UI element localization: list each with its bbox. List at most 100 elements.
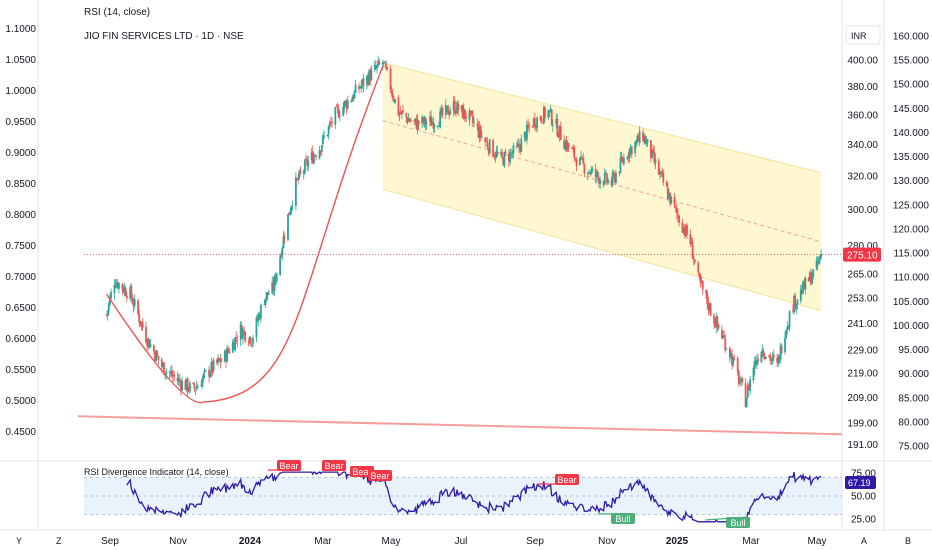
candle-body [385,63,387,69]
candle-body [662,173,665,183]
candle-body [414,118,417,121]
price-axis-tick: 400.00 [847,56,878,67]
candle-body [471,115,474,123]
candle-body [149,344,152,347]
candle-body [249,337,252,345]
corner-letter-b[interactable]: B [905,536,911,546]
candle-body [807,277,810,282]
candle-body [441,107,444,115]
candle-body [462,108,465,119]
candle-body [209,373,212,378]
candle-body [808,272,811,281]
candle-body [628,149,631,159]
candle-body [216,359,218,363]
candle-body [524,132,527,141]
candle-body [728,347,731,357]
channel-upper-line[interactable] [382,62,822,174]
channel-fill[interactable] [382,62,822,311]
right-axis-tick: 160.000 [893,32,930,43]
candle-body [131,298,134,304]
divergence-label: Bear [324,461,343,471]
candle-body [319,151,322,152]
currency-label: INR [851,31,867,41]
divergence-badge [368,470,392,481]
candle-body [533,117,536,128]
candle-body [527,124,529,128]
candle-body [335,105,338,107]
channel-lower-line[interactable] [382,188,822,312]
left-axis-tick: 0.5500 [5,365,36,376]
left-axis-tick: 0.8500 [5,179,36,190]
candle-body [282,235,285,248]
candle-body [668,193,670,198]
candle-body [310,152,313,161]
candle-body [365,75,368,85]
candle-body [464,109,466,118]
candle-body [201,378,204,387]
candle-body [146,343,149,347]
corner-letter-a[interactable]: A [861,536,867,546]
drawings[interactable] [77,66,843,436]
candle-body [421,117,424,124]
candle-body [555,118,558,125]
candle-body [247,341,250,344]
candle-body [415,119,418,129]
candle-body [579,157,581,166]
cup-arc-drawing[interactable] [105,66,384,404]
right-axis-tick: 155.000 [893,56,930,67]
candle-body [294,177,297,206]
candle-body [444,105,447,116]
regression-channel[interactable] [382,62,822,312]
candle-body [598,177,600,184]
candle-body [634,142,637,153]
candle-body [177,378,180,382]
candle-body [762,351,765,356]
divergence-badge [611,513,635,524]
divergence-badge [277,460,301,471]
candle-body [429,116,431,122]
candle-body [629,147,632,151]
currency-box[interactable] [845,25,881,45]
candle-body [532,118,535,126]
corner-letter-z[interactable]: Z [56,536,62,546]
candle-body [479,126,482,137]
bull-divergence-line [704,516,749,521]
candle-body [452,101,455,111]
price-axis-tick: 253.00 [847,294,878,305]
candle-body [400,111,403,114]
candle-body [376,65,378,69]
price-axis-tick: 209.00 [847,393,878,404]
candle-body [470,111,473,115]
corner-letter-y[interactable]: Y [16,536,22,546]
candle-body [638,131,641,143]
candle-body [739,382,741,384]
indicator-title[interactable]: RSI Divergence Indicator (14, close) [84,467,229,477]
candle-body [351,97,354,102]
candle-body [788,311,791,328]
symbol-title[interactable]: JIO FIN SERVICES LTD · 1D · NSE [84,31,244,42]
support-trendline[interactable] [77,415,843,436]
candle-body [528,126,531,128]
candle-body [275,273,278,282]
right-axis-tick: 85.000 [898,393,929,404]
candle-body [147,338,150,345]
channel-median-line[interactable] [382,120,822,243]
candle-body [240,325,243,339]
candle-body [613,174,616,182]
candle-body [168,371,171,373]
candle-body [512,145,515,154]
candle-body [417,120,420,125]
candle-body [137,300,139,315]
candle-body [518,143,520,148]
candle-body [109,297,111,305]
candle-body [697,262,700,273]
candle-body [606,173,608,182]
candle-body [496,152,499,154]
candle-body [548,110,551,112]
candle-body [542,107,545,124]
time-axis-tick: Nov [598,536,616,547]
candle-body [487,148,490,153]
right-axis-tick: 120.000 [893,224,930,235]
